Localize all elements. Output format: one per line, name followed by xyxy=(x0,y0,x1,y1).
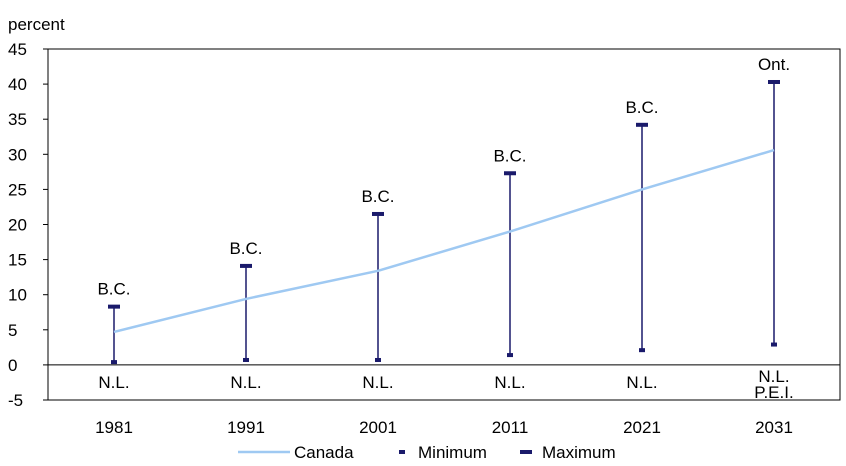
y-tick-label: 45 xyxy=(8,40,27,59)
minimum-marker xyxy=(243,357,249,362)
x-tick-label: 2021 xyxy=(623,418,661,437)
minimum-marker xyxy=(771,342,777,347)
maximum-label: B.C. xyxy=(229,239,262,258)
maximum-label: Ont. xyxy=(758,55,790,74)
minimum-label: N.L. xyxy=(494,373,525,392)
y-tick-label: 5 xyxy=(8,321,17,340)
legend-canada-label: Canada xyxy=(294,443,354,462)
y-tick-label: 15 xyxy=(8,251,27,270)
plot-frame xyxy=(47,48,841,401)
x-tick-label: 2011 xyxy=(492,418,529,437)
minimum-marker xyxy=(111,360,117,365)
region-labels: B.C. N.L. B.C. N.L. B.C. N.L. B.C. N.L. B.C. N.L.… xyxy=(97,55,793,402)
maximum-marker xyxy=(372,211,384,216)
maximum-label: B.C. xyxy=(493,146,526,165)
legend-maximum-label: Maximum xyxy=(542,443,616,462)
minimum-label: N.L. xyxy=(758,367,789,386)
x-axis-ticks: 1981 1991 2001 2011 2021 2031 xyxy=(95,418,793,437)
maximum-label: B.C. xyxy=(361,187,394,206)
canada-line-layer xyxy=(113,148,775,334)
x-tick-label: 2001 xyxy=(359,418,397,437)
maximum-marker xyxy=(768,79,780,84)
y-axis-label: percent xyxy=(8,15,65,34)
legend-minimum-label: Minimum xyxy=(418,443,487,462)
legend-maximum-swatch xyxy=(520,450,532,454)
maximum-marker xyxy=(504,171,516,176)
y-tick-label: 20 xyxy=(8,216,27,235)
minimum-label: N.L. xyxy=(230,373,261,392)
y-tick-label: 25 xyxy=(8,180,27,199)
maximum-marker xyxy=(240,263,252,268)
maximum-label: B.C. xyxy=(97,280,130,299)
range-bars xyxy=(108,79,780,365)
plot-border xyxy=(47,48,841,401)
x-tick-label: 1981 xyxy=(95,418,133,437)
maximum-marker xyxy=(108,304,120,309)
y-tick-label: 0 xyxy=(8,356,17,375)
x-tick-label: 2031 xyxy=(755,418,793,437)
canada-line xyxy=(113,148,775,334)
y-tick-label: 10 xyxy=(8,286,27,305)
maximum-label: B.C. xyxy=(625,98,658,117)
minimum-label: N.L. xyxy=(626,373,657,392)
minimum-marker xyxy=(507,353,513,358)
y-tick-label: 40 xyxy=(8,75,27,94)
minimum-label: N.L. xyxy=(98,373,129,392)
y-axis-ticks: 45 40 35 30 25 20 15 10 5 0 -5 xyxy=(8,40,48,410)
maximum-marker xyxy=(636,122,648,127)
y-tick-label: -5 xyxy=(8,391,23,410)
minimum-marker xyxy=(375,357,381,362)
minimum-label: N.L. xyxy=(362,373,393,392)
minimum-marker xyxy=(639,348,645,353)
legend-minimum-swatch xyxy=(399,450,405,454)
legend: Canada Minimum Maximum xyxy=(238,443,616,462)
minimum-label: P.E.I. xyxy=(754,383,793,402)
x-tick-label: 1991 xyxy=(227,418,265,437)
y-tick-label: 30 xyxy=(8,145,27,164)
y-tick-label: 35 xyxy=(8,110,27,129)
